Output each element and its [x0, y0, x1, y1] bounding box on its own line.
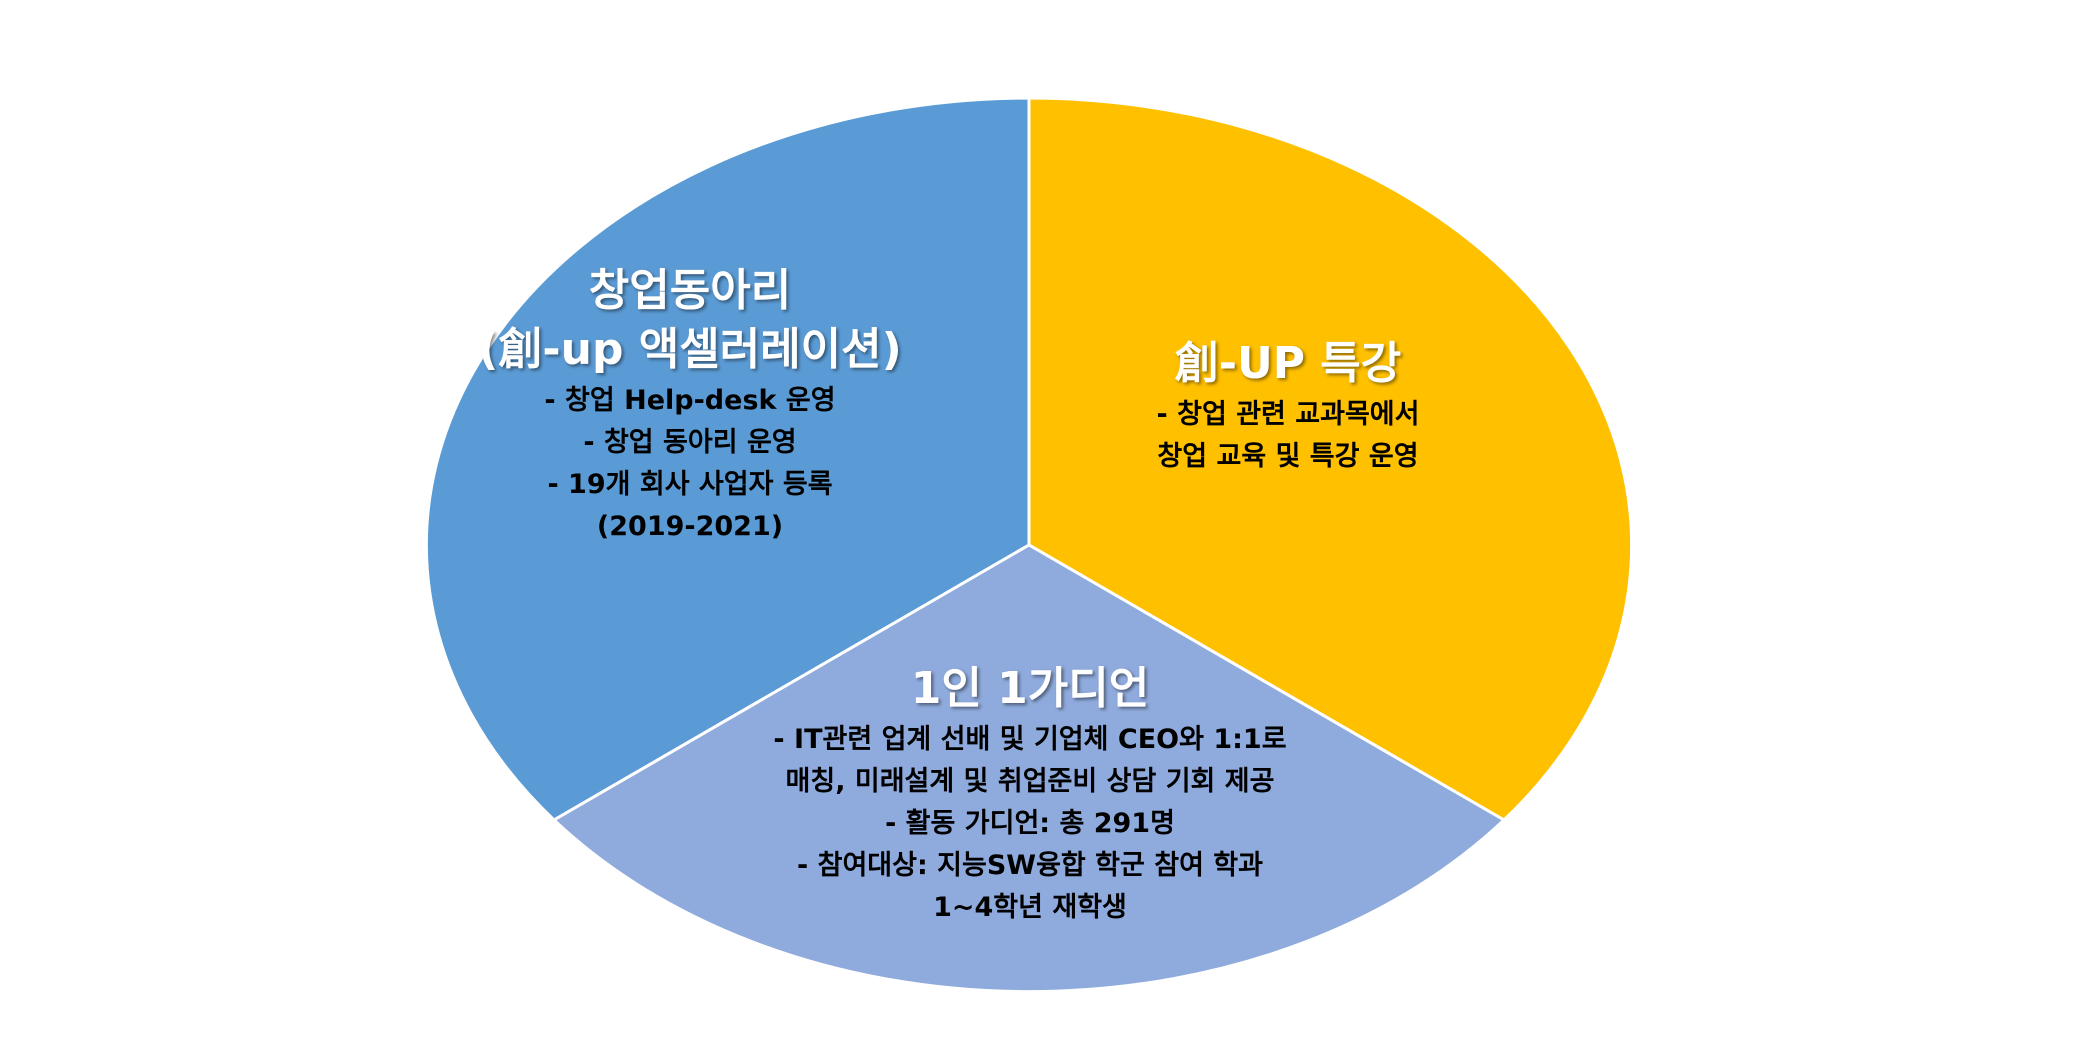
- sector-detail-line: - 창업 관련 교과목에서: [1156, 398, 1420, 430]
- sector-detail-line: 1~4학년 재학생: [933, 892, 1127, 924]
- sector-detail-line: - 활동 가디언: 총 291명: [885, 808, 1175, 840]
- sector-special-lecture: [1027, 96, 1634, 822]
- sector-detail-line: - 창업 동아리 운영: [583, 427, 797, 459]
- sector-detail-line: - 창업 Help-desk 운영: [544, 384, 836, 416]
- sector-title-line: 창업동아리: [588, 265, 792, 316]
- sector-text-special-lecture: 創-UP 특강 - 창업 관련 교과목에서 창업 교육 및 특강 운영: [1058, 335, 1518, 478]
- sector-one-guide: [551, 543, 1507, 994]
- sector-detail-line: 창업 교육 및 특강 운영: [1157, 441, 1419, 473]
- sector-detail-line: - 19개 회사 사업자 등록: [547, 469, 833, 501]
- sector-title-line: 創-UP 특강: [1174, 338, 1402, 389]
- sector-detail-line: - IT관련 업계 선배 및 기업체 CEO와 1:1로: [773, 723, 1287, 755]
- sector-title-line: 1인 1가디언: [910, 663, 1150, 714]
- sector-detail-line: - 참여대상: 지능SW융합 학군 참여 학과: [797, 850, 1263, 882]
- sector-text-startup-club: 창업동아리 (創-up 액셀러레이션) - 창업 Help-desk 운영 - …: [390, 262, 990, 548]
- sector-detail-line: 매칭, 미래설계 및 취업준비 상담 기회 제공: [785, 766, 1275, 798]
- sector-startup-club: [424, 96, 1031, 822]
- sector-title-line: (創-up 액셀러레이션): [478, 323, 902, 375]
- sector-text-one-guide: 1인 1가디언 - IT관련 업계 선배 및 기업체 CEO와 1:1로 매칭,…: [630, 660, 1430, 930]
- sector-detail-line: (2019-2021): [596, 511, 784, 543]
